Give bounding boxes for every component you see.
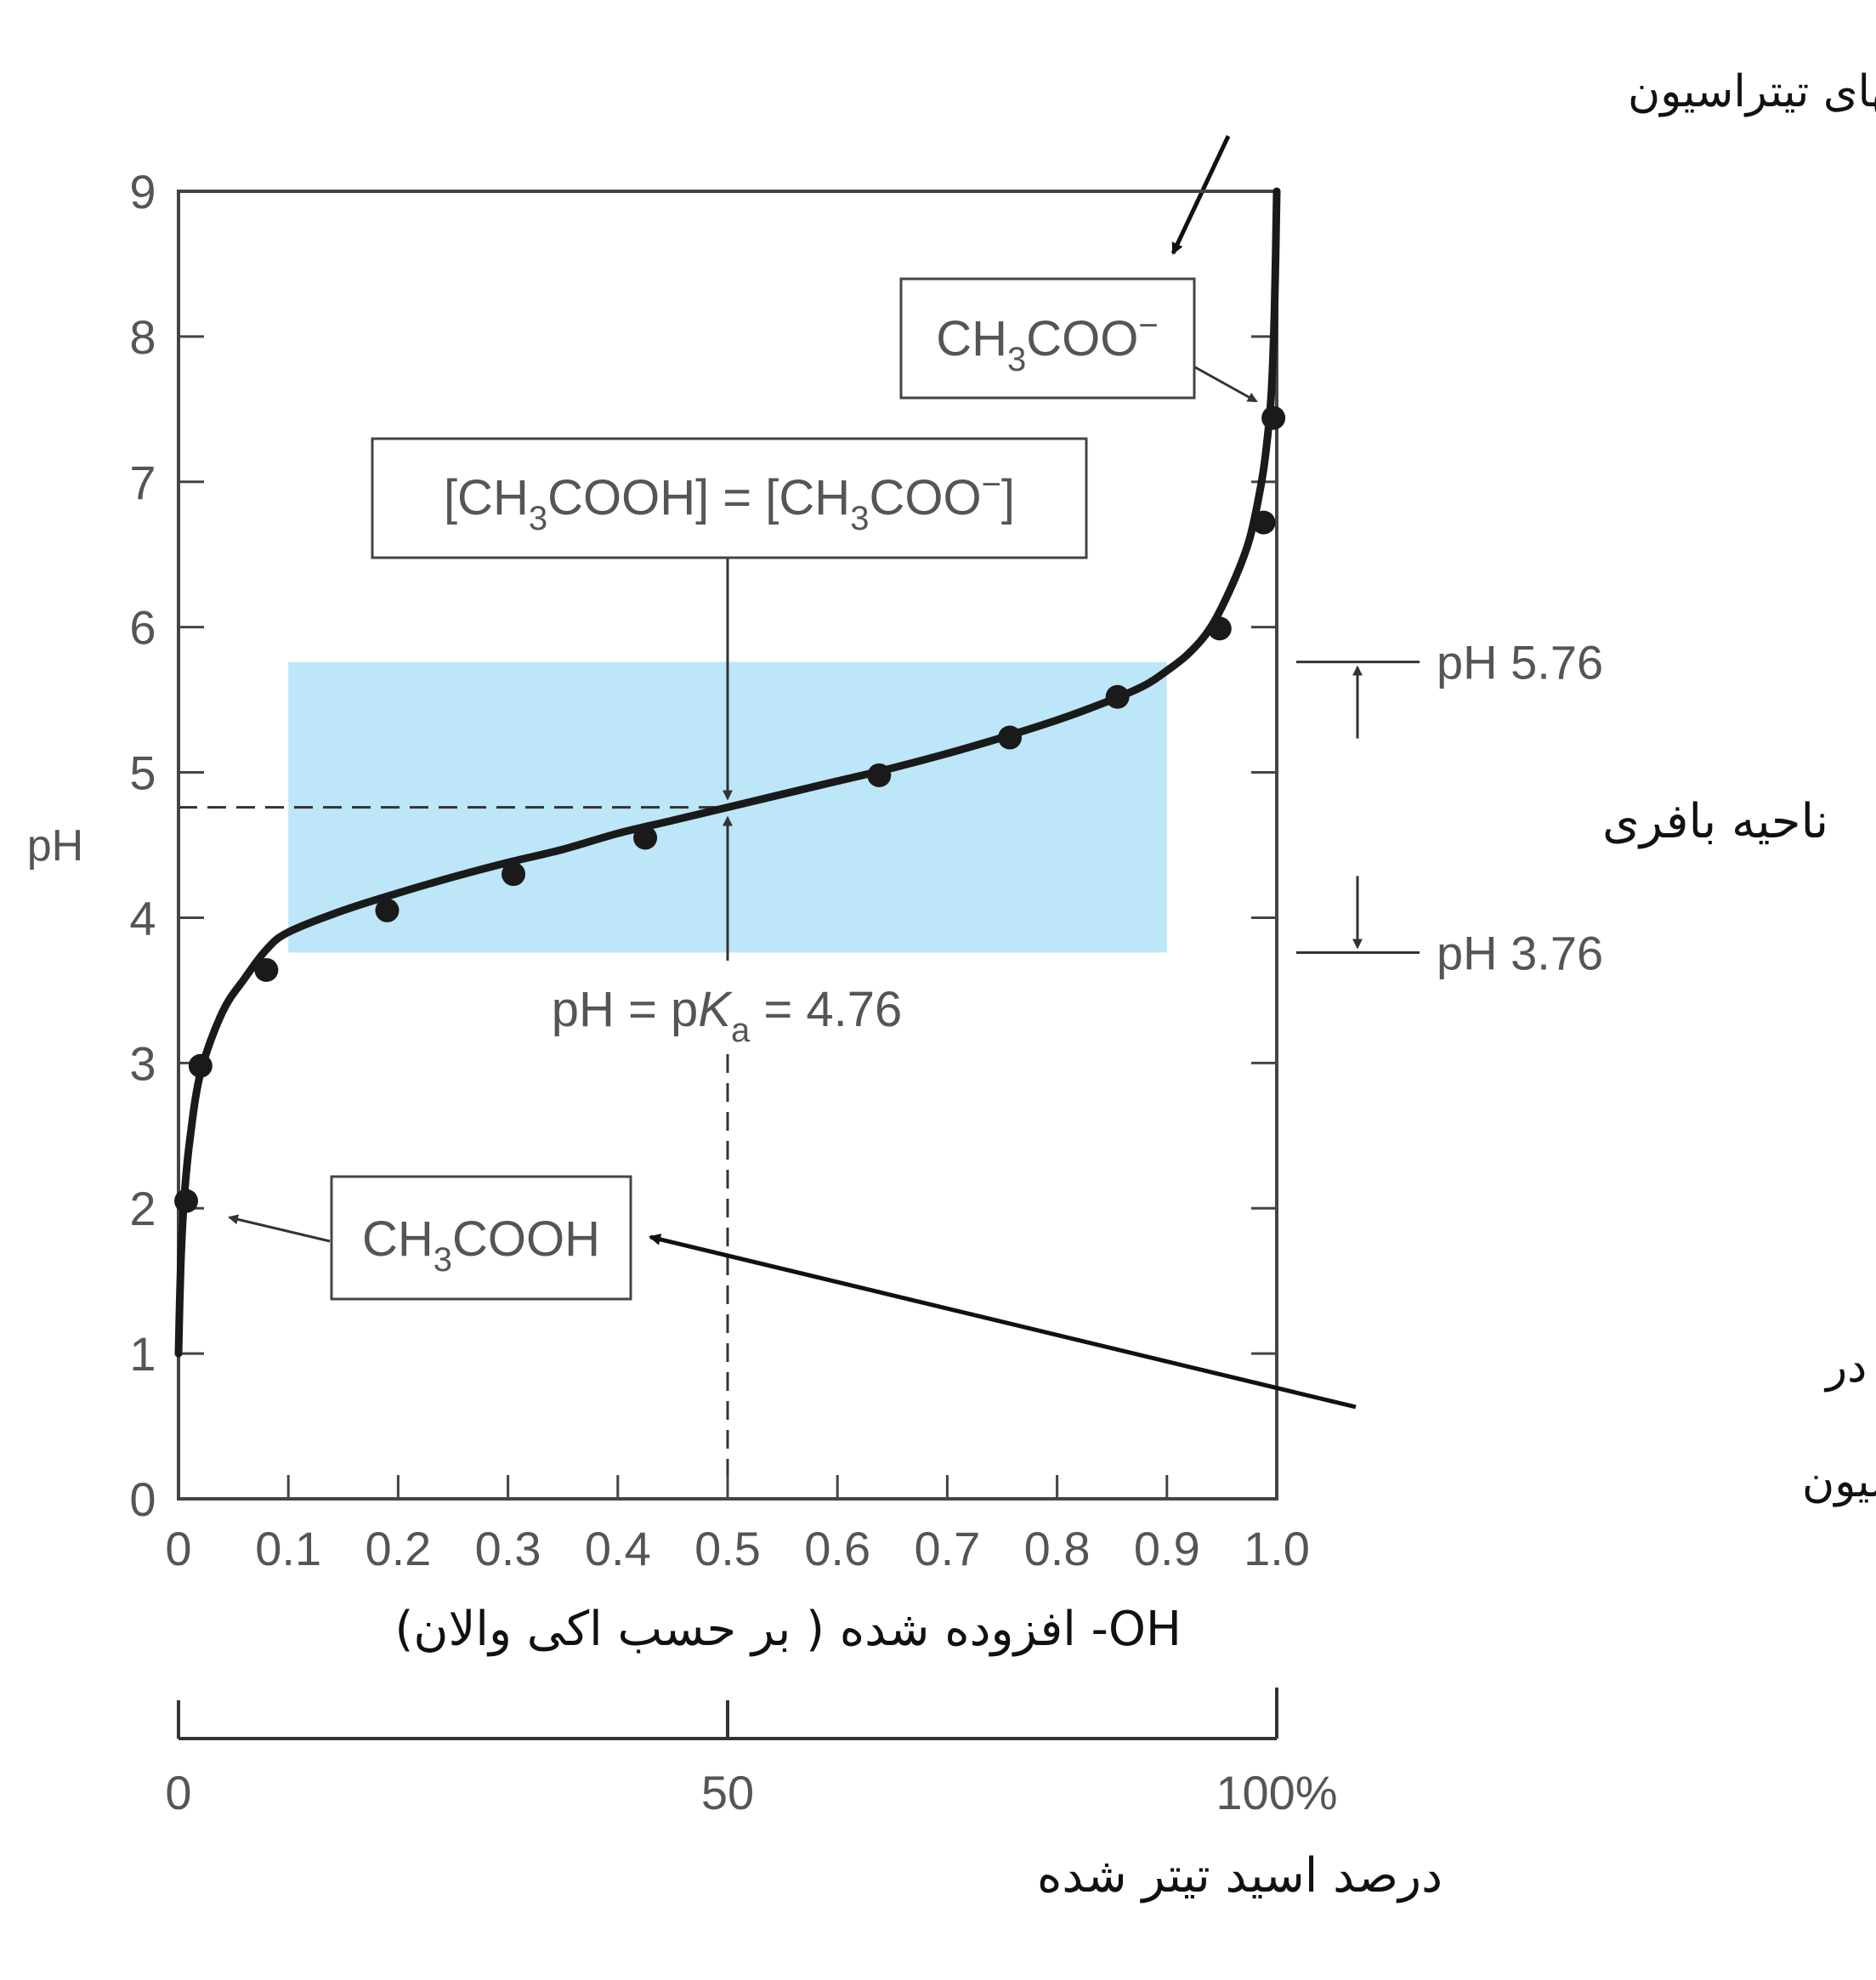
data-point: [1105, 684, 1130, 709]
pka-label: pH = pKa = 4.76: [552, 982, 902, 1049]
y-tick-label: 5: [129, 746, 156, 800]
buffer-label: ناحیه بافری: [1602, 794, 1828, 849]
y-tick-label: 8: [129, 310, 156, 364]
data-point: [1207, 616, 1232, 641]
x-tick-label: 0.6: [804, 1522, 870, 1575]
data-point: [188, 1053, 213, 1078]
data-point: [998, 725, 1023, 750]
data-point: [1261, 406, 1286, 430]
top-note: شکل غالب اسید در انتهای تیتراسیون: [1628, 66, 1876, 117]
data-point: [633, 825, 658, 850]
x-tick-label: 0.1: [255, 1522, 321, 1575]
x-tick-label: 0.9: [1134, 1522, 1200, 1575]
data-point: [1251, 510, 1276, 535]
y-tick-label: 6: [129, 601, 156, 655]
x-tick-label: 1.0: [1244, 1522, 1310, 1575]
y-tick-label: 9: [129, 165, 156, 218]
equal-concentration-box: [371, 437, 1088, 559]
x-axis-label: OH- افزوده شده ( بر حسب اکی والان): [394, 1602, 1182, 1657]
acetate-arrow: [1194, 366, 1258, 403]
data-point: [375, 898, 400, 922]
y-tick-label: 7: [129, 456, 156, 509]
y-tick-label: 1: [129, 1327, 156, 1381]
data-point: [254, 957, 279, 982]
acetic-acid-box: [330, 1175, 632, 1301]
y-tick-label: 0: [129, 1472, 156, 1526]
x-tick-label: 0.4: [585, 1522, 651, 1575]
data-point: [867, 763, 892, 787]
x-tick-label: 0.3: [475, 1522, 541, 1575]
ph-lower-label: pH 3.76: [1437, 926, 1603, 979]
x-tick-label: 0: [165, 1522, 191, 1575]
titration-curve-line: [174, 187, 1281, 1358]
acetate-box: [899, 277, 1196, 400]
y-axis-ticks: 0 1 2 3 4 5 6 7 8 9: [129, 165, 1277, 1526]
data-point: [502, 862, 526, 887]
data-point: [174, 1189, 199, 1213]
x-tick-label: 0.7: [914, 1522, 980, 1575]
bottom-note-line1: شکل غالب اسید در: [1823, 1342, 1876, 1393]
percent-tick-label-50: 50: [701, 1766, 754, 1819]
x-tick-label: 0.2: [365, 1522, 431, 1575]
x-tick-label: 0.5: [694, 1522, 761, 1575]
bottom-note-arrow: [649, 1234, 1357, 1410]
top-note-arrow: [1170, 134, 1231, 255]
y-tick-label: 3: [129, 1036, 156, 1090]
bottom-note-line2: ابتدای تیتراسیون: [1802, 1456, 1876, 1507]
x-tick-label: 0.8: [1024, 1522, 1091, 1575]
y-tick-label: 4: [129, 891, 156, 945]
ph-upper-label: pH 5.76: [1437, 636, 1603, 689]
data-markers: [174, 406, 1286, 1213]
percent-tick-label-100: 100%: [1216, 1766, 1337, 1819]
percent-axis-label: درصد اسید تیتر شده: [1037, 1848, 1442, 1903]
x-axis-ticks: 0 0.1 0.2 0.3 0.4 0.5 0.6 0.7 0.8 0.9 1.0: [165, 1475, 1310, 1575]
acetic-acid-arrow: [228, 1214, 331, 1243]
percent-tick-label-0: 0: [165, 1766, 191, 1819]
y-tick-label: 2: [129, 1182, 156, 1235]
y-axis-label: pH: [27, 821, 83, 871]
